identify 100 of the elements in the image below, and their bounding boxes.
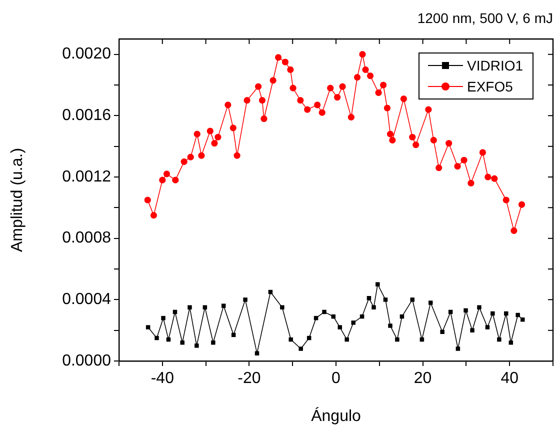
legend-label: EXFO5 bbox=[467, 78, 514, 94]
y-tick-label: 0.0012 bbox=[62, 168, 112, 186]
point bbox=[389, 136, 396, 144]
point bbox=[359, 51, 366, 58]
y-tick-label: 0.0016 bbox=[62, 107, 112, 124]
chart-title: 1200 nm, 500 V, 6 mJ bbox=[417, 10, 553, 26]
point bbox=[446, 140, 452, 147]
point bbox=[322, 310, 326, 314]
point bbox=[479, 149, 486, 156]
point bbox=[290, 84, 296, 92]
x-tick-label: 20 bbox=[414, 370, 432, 388]
point bbox=[297, 97, 304, 104]
point bbox=[211, 340, 216, 345]
point bbox=[388, 324, 392, 328]
point bbox=[282, 58, 289, 66]
point bbox=[304, 106, 311, 113]
y-tick-label: 0.0000 bbox=[62, 352, 112, 370]
point bbox=[491, 175, 498, 182]
point bbox=[440, 330, 444, 334]
point bbox=[490, 311, 495, 316]
point bbox=[484, 174, 492, 180]
y-tick-label: 0.0004 bbox=[62, 291, 112, 308]
point bbox=[244, 97, 250, 104]
point bbox=[354, 74, 361, 81]
point bbox=[338, 325, 342, 330]
point bbox=[194, 130, 200, 138]
y-tick-label: 0.0008 bbox=[62, 230, 112, 247]
point bbox=[243, 298, 248, 302]
point bbox=[380, 82, 387, 88]
point bbox=[211, 140, 218, 147]
point bbox=[187, 154, 194, 160]
point bbox=[456, 346, 460, 351]
point bbox=[510, 227, 518, 234]
x-tick-label: -20 bbox=[238, 370, 261, 388]
point bbox=[180, 340, 184, 345]
point bbox=[230, 124, 236, 132]
point bbox=[348, 114, 354, 120]
point bbox=[464, 308, 468, 313]
point bbox=[161, 316, 166, 320]
point bbox=[477, 305, 482, 310]
point bbox=[188, 305, 192, 310]
x-axis-title: Ángulo bbox=[311, 406, 362, 425]
point bbox=[202, 305, 208, 310]
point bbox=[362, 66, 369, 73]
point bbox=[214, 134, 222, 140]
point bbox=[163, 170, 170, 178]
point bbox=[412, 142, 420, 148]
point bbox=[384, 104, 391, 112]
point bbox=[386, 130, 394, 138]
point bbox=[150, 212, 158, 219]
point bbox=[497, 337, 502, 342]
point bbox=[334, 94, 341, 101]
point bbox=[366, 296, 372, 300]
point bbox=[383, 298, 388, 302]
point bbox=[221, 304, 226, 308]
point bbox=[430, 136, 437, 144]
point bbox=[376, 282, 380, 286]
point bbox=[287, 66, 294, 73]
point bbox=[395, 337, 400, 342]
point bbox=[400, 96, 408, 102]
point bbox=[234, 152, 240, 159]
point bbox=[410, 298, 415, 302]
point bbox=[428, 300, 433, 305]
point bbox=[344, 337, 349, 342]
point bbox=[270, 77, 276, 84]
point bbox=[375, 89, 382, 96]
point bbox=[254, 351, 260, 356]
point bbox=[339, 83, 346, 90]
point bbox=[425, 106, 432, 113]
point bbox=[485, 325, 490, 330]
point bbox=[258, 97, 266, 104]
point bbox=[255, 83, 262, 90]
point bbox=[366, 72, 374, 80]
x-tick-label: 0 bbox=[332, 370, 341, 388]
legend-label: VIDRIO1 bbox=[467, 57, 524, 74]
point bbox=[159, 176, 166, 184]
y-axis-title: Amplitud (u.a.) bbox=[9, 148, 26, 252]
point bbox=[351, 320, 356, 325]
point bbox=[318, 109, 326, 116]
y-tick-label: 0.0020 bbox=[62, 46, 112, 63]
point bbox=[180, 158, 188, 165]
point bbox=[288, 337, 293, 342]
point bbox=[274, 54, 282, 61]
point bbox=[454, 162, 461, 170]
point bbox=[224, 102, 232, 108]
point bbox=[194, 344, 199, 348]
point bbox=[280, 305, 284, 310]
point bbox=[154, 336, 159, 340]
point bbox=[409, 134, 416, 140]
point bbox=[470, 328, 474, 332]
point bbox=[502, 196, 510, 204]
point bbox=[206, 128, 214, 134]
point bbox=[327, 84, 334, 92]
point bbox=[260, 115, 268, 122]
point bbox=[468, 180, 474, 186]
point bbox=[518, 201, 526, 208]
x-tick-label: -40 bbox=[150, 370, 174, 388]
point bbox=[198, 152, 205, 159]
point bbox=[436, 164, 442, 172]
point bbox=[172, 176, 179, 184]
